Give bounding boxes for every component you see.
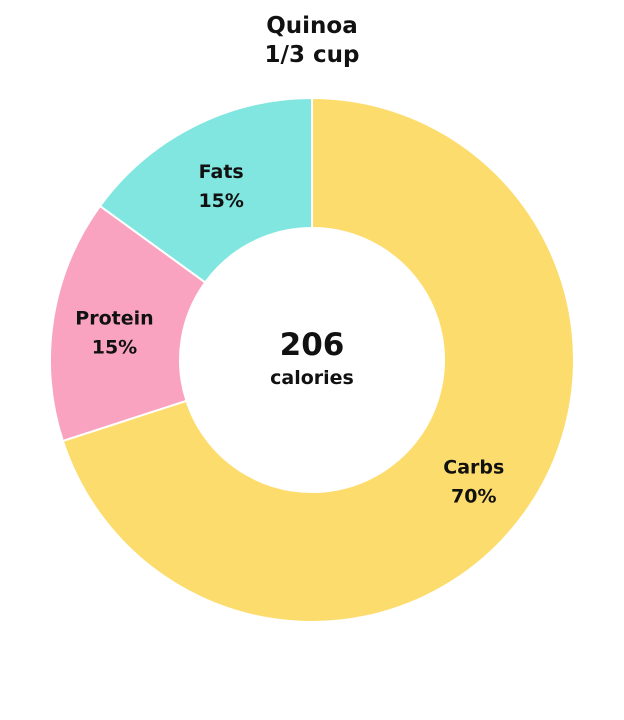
slice-carbs bbox=[61, 96, 575, 623]
chart-title-block: Quinoa 1/3 cup bbox=[0, 12, 624, 70]
center-calorie-unit: calories bbox=[270, 367, 354, 389]
slice-fats bbox=[98, 96, 313, 284]
slice-name-fats: Fats bbox=[199, 161, 244, 183]
slice-percent-protein: 15% bbox=[92, 337, 137, 359]
slice-percent-carbs: 70% bbox=[451, 486, 496, 508]
slice-name-protein: Protein bbox=[75, 308, 153, 330]
chart-title: Quinoa bbox=[266, 13, 358, 39]
slice-name-carbs: Carbs bbox=[443, 457, 504, 479]
chart-subtitle: 1/3 cup bbox=[264, 42, 360, 68]
slice-percent-fats: 15% bbox=[198, 190, 243, 212]
center-calorie-value: 206 bbox=[280, 327, 345, 363]
donut-labels: Carbs 70% Protein 15% Fats 15% bbox=[75, 161, 504, 508]
donut-slices bbox=[49, 96, 575, 623]
slice-protein bbox=[49, 204, 207, 443]
